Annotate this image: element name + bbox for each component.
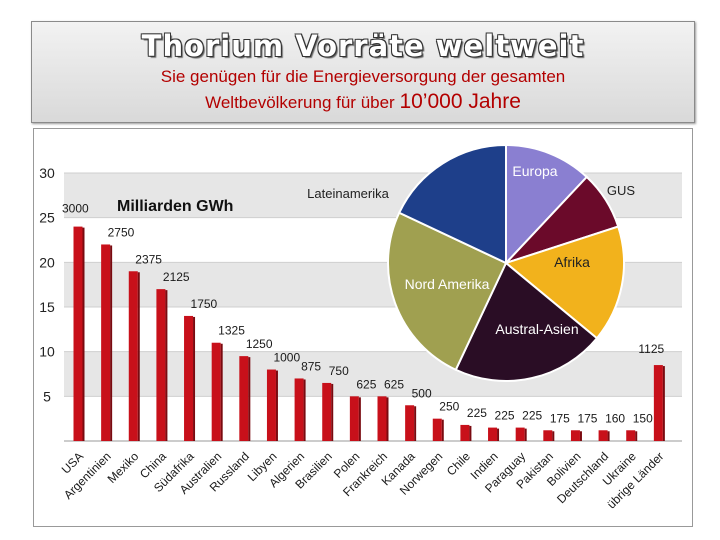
subtitle-line-2-text: Weltbevölkerung für über (205, 93, 395, 112)
bar-data-label: 225 (522, 409, 542, 423)
bar-data-label: 2375 (135, 252, 162, 266)
bar-data-label: 175 (550, 411, 570, 425)
bar-data-label: 1250 (246, 337, 273, 351)
bar-data-label: 1125 (638, 342, 664, 356)
bar (598, 430, 608, 441)
bar-data-label: 1000 (273, 351, 300, 365)
bar (211, 342, 221, 441)
bar-shadow (331, 383, 334, 441)
bar-data-label: 625 (356, 377, 376, 391)
bar-data-label: 2125 (163, 270, 190, 284)
bar-shadow (607, 431, 610, 441)
bar-data-label: 175 (577, 411, 597, 425)
bar-data-label: 250 (439, 400, 459, 414)
bar-shadow (303, 379, 306, 441)
x-tick-label: Mexiko (105, 449, 142, 486)
bar-shadow (635, 431, 638, 441)
bar-shadow (524, 428, 527, 441)
bar-shadow (579, 431, 582, 441)
bar-shadow (193, 316, 196, 441)
bar-data-label: 750 (329, 364, 349, 378)
bar (405, 405, 415, 441)
bar-shadow (662, 366, 665, 441)
bar (322, 382, 332, 441)
bar-shadow (82, 227, 85, 441)
bar-data-label: 225 (467, 406, 487, 420)
pie-slice (503, 225, 625, 340)
bar (266, 369, 276, 441)
bar-shadow (110, 245, 113, 441)
header-box: Thorium Vorräte weltweit Sie genügen für… (31, 21, 695, 123)
bar (73, 226, 83, 441)
bar-data-label: 3000 (62, 202, 89, 216)
bar (184, 315, 194, 441)
bar (432, 418, 442, 441)
bar-shadow (497, 428, 500, 441)
bar (377, 396, 387, 441)
pie-slice (397, 143, 507, 265)
bar (128, 271, 138, 441)
bar-data-label: 1325 (218, 324, 245, 338)
y-tick-label: 10 (39, 344, 55, 360)
bar-data-label: 150 (633, 411, 653, 425)
bar-data-label: 500 (412, 386, 432, 400)
y-tick-label: 15 (39, 299, 55, 315)
bar-shadow (414, 406, 417, 441)
subtitle-line-1: Sie genügen für die Energieversorgung de… (160, 67, 566, 86)
bar-shadow (441, 419, 444, 441)
subtitle-line-2-number: 10’000 Jahre (399, 90, 521, 113)
bar-data-label: 225 (495, 409, 515, 423)
y-tick-label: 25 (39, 210, 55, 226)
bar (653, 365, 663, 441)
y-tick-label: 20 (39, 254, 55, 270)
bar (515, 427, 525, 441)
bar-shadow (275, 370, 278, 441)
bar-shadow (469, 425, 472, 441)
bar-data-label: 160 (605, 411, 625, 425)
bar-data-label: 1750 (191, 297, 218, 311)
bar-shadow (137, 272, 140, 441)
bar-shadow (386, 397, 389, 441)
bar-shadow (248, 357, 251, 441)
bar (543, 430, 553, 441)
bar (488, 427, 498, 441)
bar (460, 424, 470, 441)
subtitle-line-2: Weltbevölkerung für über 10’000 Jahre (32, 90, 694, 114)
pie-slice (387, 211, 508, 372)
bar (239, 356, 249, 441)
pie-slice (505, 143, 589, 266)
unit-label: Milliarden GWh (117, 198, 233, 215)
y-tick-label: 30 (39, 165, 55, 181)
bar (626, 430, 636, 441)
pie-slice-label: Lateinamerika (307, 186, 389, 201)
bar (294, 378, 304, 441)
bar-shadow (552, 431, 555, 441)
pie-slice-label: GUS (607, 183, 636, 198)
bar (570, 430, 580, 441)
bar-shadow (358, 397, 361, 441)
pie-slice (454, 261, 599, 382)
pie-slice-label: Afrika (554, 254, 590, 270)
bar-data-label: 625 (384, 377, 404, 391)
y-tick-label: 5 (43, 388, 51, 404)
bar-data-label: 2750 (108, 225, 135, 239)
page-title: Thorium Vorräte weltweit (141, 29, 585, 63)
pie-slice-label: Nord Amerika (405, 276, 490, 292)
pie-slice-label: Europa (512, 163, 557, 179)
bar-shadow (165, 290, 168, 441)
bar-shadow (220, 343, 223, 441)
bar-data-label: 875 (301, 359, 321, 373)
bar (156, 289, 166, 441)
bar (101, 244, 111, 441)
bar (349, 396, 359, 441)
pie-slice-label: Austral-Asien (495, 321, 578, 337)
